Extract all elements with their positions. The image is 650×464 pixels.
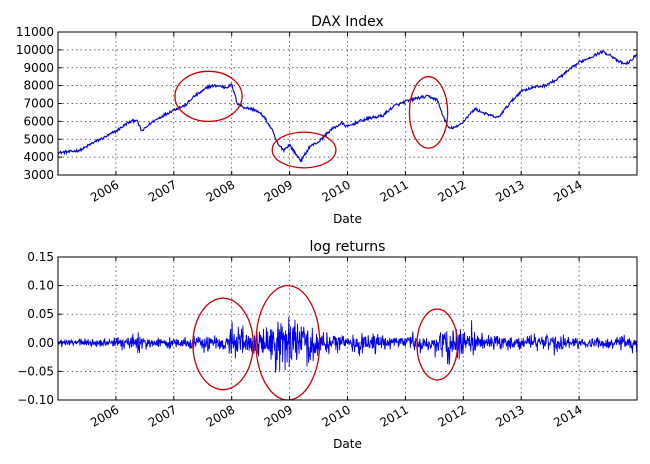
- dax-series-line: [58, 49, 637, 163]
- dax-ytick-label: 11000: [16, 25, 54, 39]
- returns-xtick-label: 2007: [146, 402, 179, 429]
- returns-chart-xlabel: Date: [333, 437, 362, 451]
- returns-annotation-ellipse: [192, 297, 254, 391]
- dax-xtick-label: 2012: [435, 177, 468, 204]
- returns-xtick-label: 2010: [320, 402, 353, 429]
- dax-xtick-label: 2014: [551, 177, 584, 204]
- returns-ytick-label: −0.10: [17, 393, 54, 407]
- dax-annotation-ellipse: [271, 131, 337, 169]
- dax-annotation-ellipse: [408, 76, 449, 149]
- dax-ytick-label: 7000: [23, 97, 54, 111]
- dax-annotation-ellipse: [174, 70, 243, 123]
- dax-ytick-label: 9000: [23, 61, 54, 75]
- returns-ytick-label: −0.05: [17, 364, 54, 378]
- returns-xtick-label: 2008: [204, 402, 237, 429]
- returns-xtick-label: 2009: [262, 402, 295, 429]
- returns-series-line: [58, 316, 637, 373]
- log-returns-chart: 2006 2007 2008 2009 2010 2011 2012 2013 2014 −0.1…: [17, 239, 638, 451]
- returns-ytick-label: 0.00: [27, 336, 54, 350]
- returns-ytick-label: 0.15: [27, 250, 54, 264]
- returns-xtick-label: 2006: [88, 402, 121, 429]
- dax-ytick-label: 8000: [23, 79, 54, 93]
- dax-xtick-label: 2013: [493, 177, 526, 204]
- dax-index-chart: 2006 2007 2008 2009 2010 2011 2012 2013 2014 3000…: [16, 14, 638, 226]
- dax-chart-title: DAX Index: [311, 14, 384, 30]
- returns-ytick-label: 0.10: [27, 279, 54, 293]
- dax-xtick-label: 2006: [88, 177, 121, 204]
- returns-annotation-ellipse: [416, 308, 459, 381]
- dax-xtick-label: 2009: [262, 177, 295, 204]
- dax-xtick-label: 2011: [377, 177, 410, 204]
- dax-ytick-label: 10000: [16, 43, 54, 57]
- dax-ytick-label: 6000: [23, 114, 54, 128]
- dax-xtick-label: 2007: [146, 177, 179, 204]
- returns-xtick-label: 2013: [493, 402, 526, 429]
- dax-xtick-label: 2010: [320, 177, 353, 204]
- dax-ytick-label: 3000: [23, 168, 54, 182]
- dax-chart-xlabel: Date: [333, 212, 362, 226]
- returns-xtick-label: 2011: [377, 402, 410, 429]
- returns-xtick-label: 2014: [551, 402, 584, 429]
- returns-ytick-label: 0.05: [27, 307, 54, 321]
- dax-ytick-label: 5000: [23, 132, 54, 146]
- dax-xtick-label: 2008: [204, 177, 237, 204]
- dax-ytick-label: 4000: [23, 150, 54, 164]
- returns-chart-title: log returns: [310, 239, 386, 255]
- returns-xtick-label: 2012: [435, 402, 468, 429]
